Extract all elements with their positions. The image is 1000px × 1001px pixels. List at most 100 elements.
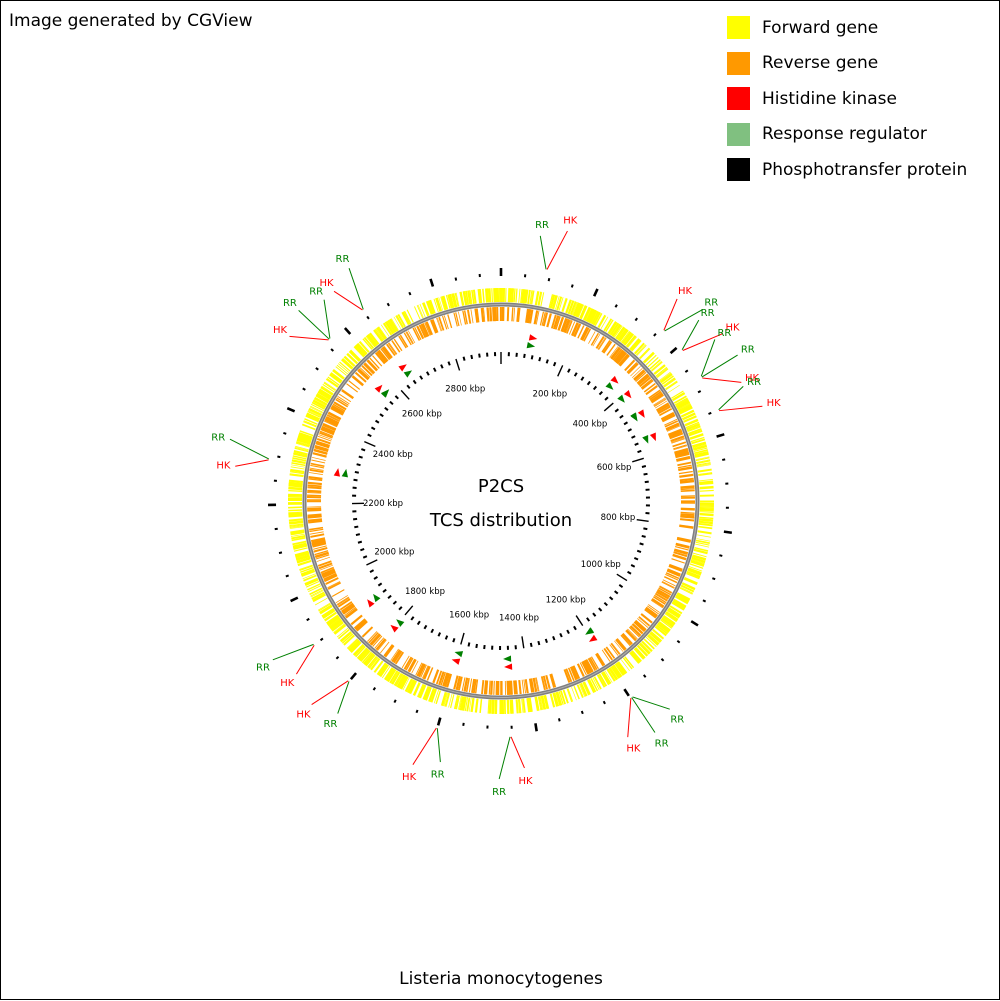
forward-gene-mark [700, 514, 714, 515]
hk-marker [504, 663, 512, 669]
outer-tick [316, 368, 318, 370]
rr-callout-line [349, 268, 363, 309]
outer-tick [594, 289, 597, 296]
outer-tick [624, 689, 628, 696]
rr-label: RR [431, 770, 445, 781]
outer-tick [703, 600, 706, 601]
hk-callout-line [702, 378, 741, 382]
reverse-gene-mark [307, 492, 321, 493]
reverse-gene-mark [491, 307, 492, 321]
tick-label: 2600 kbp [402, 409, 442, 419]
inner-tick [446, 636, 447, 640]
hk-marker [650, 433, 656, 442]
tick-label: 200 kbp [533, 390, 568, 400]
outer-tick [677, 641, 679, 643]
inner-tick [547, 360, 548, 364]
outer-tick [572, 285, 573, 288]
outer-tick [416, 710, 417, 713]
inner-tick [554, 362, 555, 366]
inner-tick [393, 601, 396, 604]
hk-marker [367, 599, 374, 607]
rr-callout-line [324, 300, 330, 339]
reverse-gene-mark [347, 384, 358, 392]
forward-gene-mark [699, 479, 713, 480]
rr-callout-line [719, 386, 744, 409]
hk-label: HK [626, 744, 641, 755]
rr-callout-line [230, 439, 269, 459]
outer-tick [604, 701, 605, 704]
inner-tick [363, 556, 367, 558]
inner-tick [645, 482, 649, 483]
rr-label: RR [283, 298, 297, 309]
forward-gene-mark [483, 289, 484, 303]
inner-tick [637, 551, 641, 552]
reverse-gene-mark [448, 314, 452, 327]
rr-callout-line [665, 310, 703, 331]
hk-marker [624, 390, 632, 398]
inner-tick [642, 536, 646, 537]
outer-tick [307, 619, 310, 621]
outer-tick [438, 718, 440, 726]
reverse-gene-mark [508, 681, 509, 695]
reverse-gene-mark [510, 681, 511, 695]
reverse-gene-mark [385, 645, 393, 656]
reverse-gene-mark [363, 627, 373, 637]
outer-tick [303, 388, 306, 389]
outer-tick [277, 457, 280, 458]
inner-tick [617, 574, 627, 580]
inner-tick [456, 359, 460, 370]
tick-label: 1200 kbp [546, 596, 586, 606]
rr-label: RR [336, 254, 350, 265]
reverse-gene-mark [681, 487, 695, 488]
inner-tick [357, 464, 361, 465]
forward-gene-mark [289, 481, 303, 482]
rr-marker [503, 656, 511, 662]
outer-tick [331, 349, 333, 351]
forward-gene-mark [589, 680, 595, 693]
hk-callout-line [719, 406, 762, 410]
forward-gene-mark [288, 491, 302, 492]
outer-tick [635, 318, 637, 320]
outer-tick [719, 555, 722, 556]
outer-tick [388, 303, 389, 306]
tick-label: 1400 kbp [499, 614, 539, 624]
outer-tick [336, 657, 338, 659]
reverse-gene-mark [611, 643, 620, 654]
reverse-gene-mark [514, 307, 515, 321]
rr-label: RR [704, 297, 718, 308]
reverse-gene-mark [308, 485, 322, 486]
reverse-gene-mark [332, 590, 344, 597]
inner-tick [605, 397, 608, 400]
tick-label: 2000 kbp [374, 548, 414, 558]
forward-gene-mark [568, 688, 573, 701]
outer-tick [691, 621, 698, 625]
inner-tick [405, 606, 413, 615]
inner-tick [615, 591, 618, 593]
inner-tick [599, 608, 602, 611]
forward-gene-mark [528, 290, 530, 304]
hk-label: HK [563, 215, 578, 226]
inner-tick [594, 386, 597, 389]
inner-tick [644, 474, 648, 475]
inner-tick [355, 472, 359, 473]
inner-tick [615, 409, 618, 411]
outer-tick-ring [268, 268, 732, 731]
outer-tick [535, 723, 536, 731]
inner-tick [567, 630, 569, 634]
inner-tick [604, 403, 613, 411]
outer-tick [351, 673, 356, 679]
reverse-gene-mark [680, 519, 694, 520]
inner-tick [411, 617, 413, 620]
outer-tick [345, 328, 350, 334]
tick-label: 1800 kbp [405, 587, 445, 597]
hk-label: HK [518, 776, 533, 787]
inner-tick [390, 402, 393, 405]
forward-gene-mark [519, 289, 520, 303]
outer-tick [615, 305, 617, 308]
forward-gene-mark [492, 288, 493, 302]
forward-gene-mark [510, 288, 511, 302]
forward-gene-mark [699, 524, 713, 526]
inner-tick [638, 451, 642, 452]
outer-tick [685, 370, 687, 372]
